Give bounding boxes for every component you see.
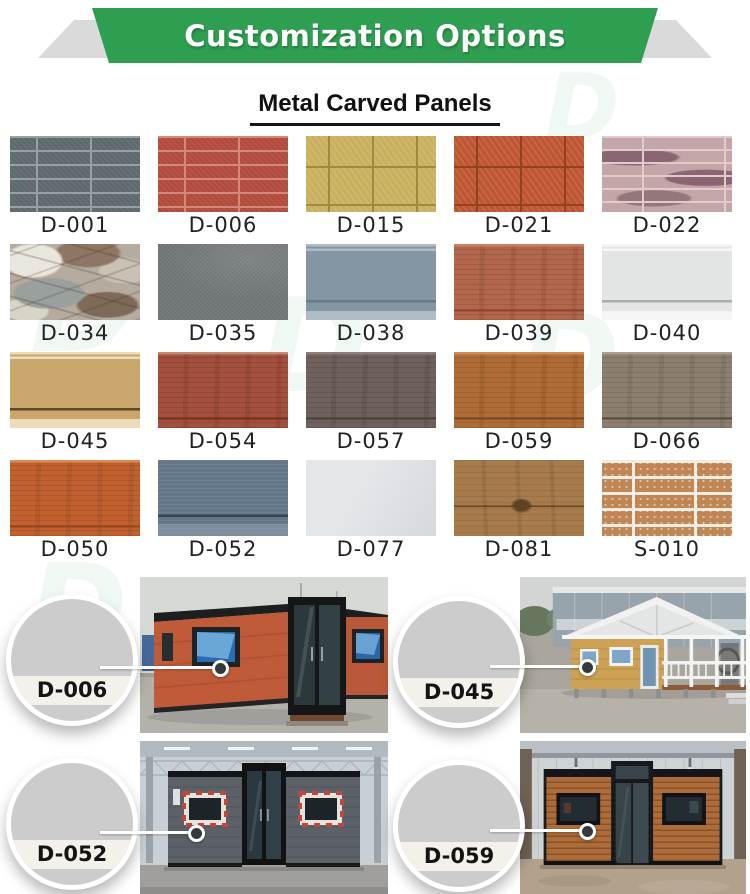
panel-option[interactable]: D-066 bbox=[602, 352, 732, 454]
panel-label: D-038 bbox=[336, 321, 406, 345]
panel-option[interactable]: D-021 bbox=[454, 136, 584, 238]
connector-line bbox=[100, 831, 196, 834]
example-label: D-045 bbox=[423, 680, 495, 705]
example-swatch-circle: D-052 bbox=[6, 758, 138, 890]
example-label: D-059 bbox=[423, 844, 495, 869]
panel-swatch[interactable] bbox=[454, 136, 584, 212]
panel-option[interactable]: D-038 bbox=[306, 244, 436, 346]
panel-swatch[interactable] bbox=[602, 352, 732, 428]
panel-swatch[interactable] bbox=[454, 460, 584, 536]
panel-option[interactable]: D-035 bbox=[158, 244, 288, 346]
pointer-dot-icon bbox=[579, 659, 596, 676]
panel-label: D-021 bbox=[484, 213, 554, 237]
pointer-dot-icon bbox=[579, 823, 596, 840]
page-title: Customization Options bbox=[184, 18, 566, 53]
panel-label: D-054 bbox=[188, 429, 258, 453]
panel-swatch[interactable] bbox=[306, 136, 436, 212]
panel-option[interactable]: D-006 bbox=[158, 136, 288, 238]
pointer-dot-icon bbox=[212, 660, 229, 677]
panel-label: D-015 bbox=[336, 213, 406, 237]
panel-label: D-059 bbox=[484, 429, 554, 453]
connector-line bbox=[490, 829, 588, 832]
panel-label: D-035 bbox=[188, 321, 258, 345]
pointer-dot-icon bbox=[188, 825, 205, 842]
panel-option[interactable]: D-081 bbox=[454, 460, 584, 562]
panel-option[interactable]: D-054 bbox=[158, 352, 288, 454]
section-header: Metal Carved Panels bbox=[0, 90, 750, 126]
panel-swatch[interactable] bbox=[306, 244, 436, 320]
panel-label: D-050 bbox=[40, 537, 110, 561]
example-swatch-circle: D-006 bbox=[6, 594, 138, 726]
panel-swatch[interactable] bbox=[158, 352, 288, 428]
panel-swatch[interactable] bbox=[602, 136, 732, 212]
panel-option[interactable]: D-077 bbox=[306, 460, 436, 562]
panel-swatch[interactable] bbox=[10, 244, 140, 320]
panel-label: D-022 bbox=[632, 213, 702, 237]
example-swatch-circle: D-059 bbox=[393, 760, 525, 892]
panel-swatch[interactable] bbox=[158, 136, 288, 212]
example-d059: D-059 bbox=[375, 738, 750, 894]
panel-label: D-077 bbox=[336, 537, 406, 561]
example-d052: D-052 bbox=[0, 738, 388, 894]
panel-option[interactable]: D-057 bbox=[306, 352, 436, 454]
panel-label: D-001 bbox=[40, 213, 110, 237]
panel-option[interactable]: D-015 bbox=[306, 136, 436, 238]
panel-swatch[interactable] bbox=[602, 244, 732, 320]
panel-option[interactable]: S-010 bbox=[602, 460, 732, 562]
example-d045: D-045 bbox=[375, 574, 750, 738]
example-swatch-circle: D-045 bbox=[393, 596, 525, 728]
panel-grid: D-001 D-006 D-015 D-021 D-022 D-034 D-03… bbox=[0, 126, 750, 562]
panel-option[interactable]: D-052 bbox=[158, 460, 288, 562]
panel-option[interactable]: D-059 bbox=[454, 352, 584, 454]
panel-swatch[interactable] bbox=[10, 460, 140, 536]
example-photo-orange-house bbox=[140, 577, 388, 733]
example-label: D-006 bbox=[36, 678, 108, 703]
panel-label: D-039 bbox=[484, 321, 554, 345]
panel-label: D-057 bbox=[336, 429, 406, 453]
panel-swatch[interactable] bbox=[454, 352, 584, 428]
panel-label: D-066 bbox=[632, 429, 702, 453]
panel-label: D-006 bbox=[188, 213, 258, 237]
panel-label: D-052 bbox=[188, 537, 258, 561]
panel-swatch[interactable] bbox=[306, 352, 436, 428]
panel-swatch[interactable] bbox=[602, 460, 732, 536]
panel-swatch[interactable] bbox=[158, 244, 288, 320]
panel-option[interactable]: D-045 bbox=[10, 352, 140, 454]
panel-label: D-040 bbox=[632, 321, 702, 345]
panel-label: S-010 bbox=[634, 537, 700, 561]
section-title: Metal Carved Panels bbox=[250, 90, 500, 126]
panel-option[interactable]: D-039 bbox=[454, 244, 584, 346]
panel-swatch[interactable] bbox=[158, 460, 288, 536]
header: Customization Options bbox=[0, 8, 750, 72]
panel-swatch[interactable] bbox=[10, 136, 140, 212]
panel-label: D-081 bbox=[484, 537, 554, 561]
example-photo-gray-warehouse bbox=[140, 741, 388, 894]
connector-line bbox=[100, 666, 220, 669]
panel-swatch[interactable] bbox=[306, 460, 436, 536]
panel-option[interactable]: D-050 bbox=[10, 460, 140, 562]
panel-option[interactable]: D-034 bbox=[10, 244, 140, 346]
panel-option[interactable]: D-022 bbox=[602, 136, 732, 238]
example-photo-yellow-house bbox=[520, 577, 746, 733]
connector-line bbox=[490, 665, 588, 668]
panel-label: D-045 bbox=[40, 429, 110, 453]
example-d006: D-006 bbox=[0, 574, 388, 738]
header-banner: Customization Options bbox=[92, 8, 658, 63]
example-label: D-052 bbox=[36, 842, 108, 867]
panel-swatch[interactable] bbox=[454, 244, 584, 320]
panel-swatch[interactable] bbox=[10, 352, 140, 428]
example-photo-wood-warehouse bbox=[520, 741, 746, 894]
panel-option[interactable]: D-040 bbox=[602, 244, 732, 346]
application-examples: D-006 bbox=[0, 574, 750, 894]
panel-option[interactable]: D-001 bbox=[10, 136, 140, 238]
panel-label: D-034 bbox=[40, 321, 110, 345]
